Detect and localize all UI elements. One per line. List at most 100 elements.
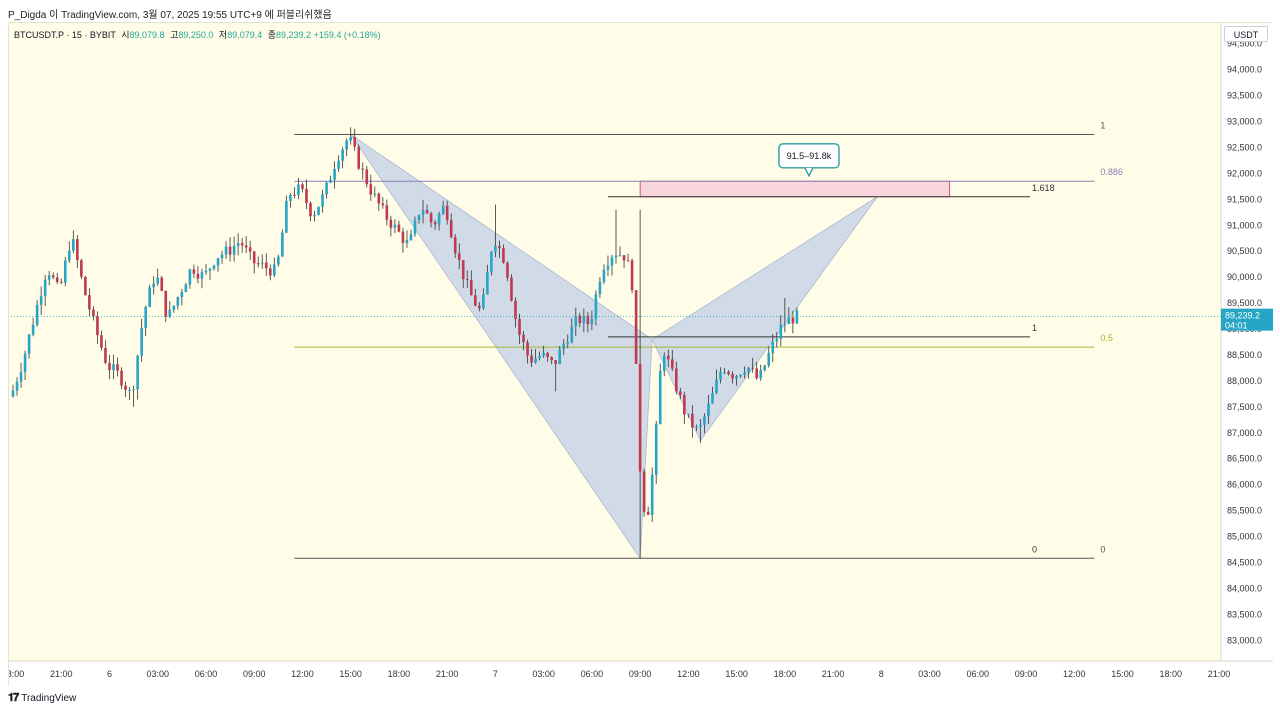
price-chart[interactable]: 83,000.0 83,500.0 84,000.0 84,500.0 85,000.0…: [9, 23, 1273, 687]
candle-body[interactable]: [345, 140, 348, 150]
candle-body[interactable]: [108, 362, 111, 371]
candle-body[interactable]: [39, 296, 43, 305]
candle-body[interactable]: [534, 358, 537, 363]
candle-body[interactable]: [389, 219, 393, 228]
candle-body[interactable]: [445, 205, 449, 220]
candle-body[interactable]: [124, 385, 127, 390]
candle-body[interactable]: [506, 262, 509, 278]
candle-body[interactable]: [357, 146, 361, 169]
candle-body[interactable]: [498, 245, 501, 249]
candle-body[interactable]: [349, 137, 352, 141]
candle-body[interactable]: [787, 317, 791, 325]
candle-body[interactable]: [172, 305, 176, 310]
candle-body[interactable]: [297, 184, 300, 196]
candle-body[interactable]: [413, 220, 417, 235]
candle-body[interactable]: [128, 389, 131, 391]
candle-body[interactable]: [35, 304, 39, 325]
candle-body[interactable]: [731, 374, 734, 379]
candle-body[interactable]: [43, 279, 47, 297]
candle-body[interactable]: [478, 305, 481, 309]
candle-body[interactable]: [723, 371, 726, 373]
candle-body[interactable]: [156, 277, 160, 284]
candle-body[interactable]: [116, 364, 119, 371]
candle-body[interactable]: [542, 352, 545, 356]
candle-body[interactable]: [441, 205, 445, 214]
candle-body[interactable]: [409, 234, 413, 241]
candle-body[interactable]: [232, 246, 236, 255]
candle-body[interactable]: [638, 363, 642, 472]
candle-body[interactable]: [59, 281, 63, 283]
candle-body[interactable]: [72, 239, 75, 251]
candle-body[interactable]: [751, 367, 754, 369]
candle-body[interactable]: [699, 424, 702, 427]
candle-body[interactable]: [136, 355, 139, 390]
candle-body[interactable]: [329, 179, 332, 183]
candle-body[interactable]: [490, 252, 493, 273]
candle-body[interactable]: [658, 370, 662, 425]
candle-body[interactable]: [325, 182, 328, 195]
price-axis[interactable]: [1221, 23, 1273, 687]
candle-body[interactable]: [550, 357, 553, 361]
candle-body[interactable]: [55, 277, 59, 282]
candle-body[interactable]: [120, 370, 123, 386]
candle-body[interactable]: [104, 347, 107, 363]
candle-body[interactable]: [200, 272, 204, 279]
candle-body[interactable]: [188, 269, 192, 285]
candle-body[interactable]: [626, 260, 630, 262]
candle-body[interactable]: [691, 413, 694, 428]
candle-body[interactable]: [703, 416, 706, 425]
candle-body[interactable]: [783, 324, 787, 326]
candle-body[interactable]: [148, 287, 151, 307]
candle-body[interactable]: [23, 353, 27, 372]
candle-body[interactable]: [373, 193, 377, 195]
candle-body[interactable]: [264, 262, 268, 269]
candle-body[interactable]: [453, 237, 457, 254]
candle-body[interactable]: [695, 426, 698, 428]
candle-body[interactable]: [365, 169, 369, 185]
candle-body[interactable]: [510, 277, 513, 301]
candle-body[interactable]: [51, 275, 55, 278]
candle-body[interactable]: [719, 371, 722, 380]
candle-body[interactable]: [180, 292, 184, 298]
candle-body[interactable]: [220, 254, 224, 259]
candle-body[interactable]: [80, 260, 83, 277]
candle-body[interactable]: [502, 248, 505, 263]
candle-body[interactable]: [309, 203, 312, 217]
candle-body[interactable]: [252, 251, 256, 264]
candle-body[interactable]: [289, 194, 292, 201]
candle-body[interactable]: [602, 269, 606, 282]
candle-body[interactable]: [293, 194, 296, 196]
candle-body[interactable]: [112, 364, 115, 371]
candle-body[interactable]: [244, 245, 248, 248]
candle-body[interactable]: [15, 381, 19, 391]
candle-body[interactable]: [140, 327, 143, 356]
candle-body[interactable]: [614, 255, 618, 258]
candle-body[interactable]: [582, 315, 586, 324]
candle-body[interactable]: [152, 283, 156, 288]
candle-body[interactable]: [570, 326, 574, 343]
candle-body[interactable]: [256, 263, 260, 265]
pattern-xab[interactable]: [350, 134, 653, 560]
candle-body[interactable]: [216, 258, 220, 266]
candle-body[interactable]: [425, 210, 429, 214]
candle-body[interactable]: [771, 341, 775, 354]
candle-body[interactable]: [759, 370, 763, 379]
tradingview-logo[interactable]: 𝟏𝟕 TradingView: [8, 692, 76, 705]
candle-body[interactable]: [285, 200, 288, 233]
candle-body[interactable]: [594, 294, 598, 319]
candle-body[interactable]: [622, 255, 626, 261]
candle-body[interactable]: [546, 352, 549, 358]
candle-body[interactable]: [317, 206, 320, 215]
candle-body[interactable]: [168, 309, 172, 317]
candle-body[interactable]: [353, 137, 357, 147]
candle-body[interactable]: [618, 255, 622, 257]
candle-body[interactable]: [662, 355, 666, 371]
candle-body[interactable]: [727, 371, 730, 375]
candle-body[interactable]: [743, 372, 746, 375]
chart-frame[interactable]: 83,000.0 83,500.0 84,000.0 84,500.0 85,000.0…: [8, 22, 1273, 687]
candle-body[interactable]: [634, 290, 638, 364]
candle-body[interactable]: [646, 511, 650, 515]
candle-body[interactable]: [590, 318, 594, 325]
candle-body[interactable]: [715, 379, 718, 394]
candle-body[interactable]: [763, 365, 767, 371]
